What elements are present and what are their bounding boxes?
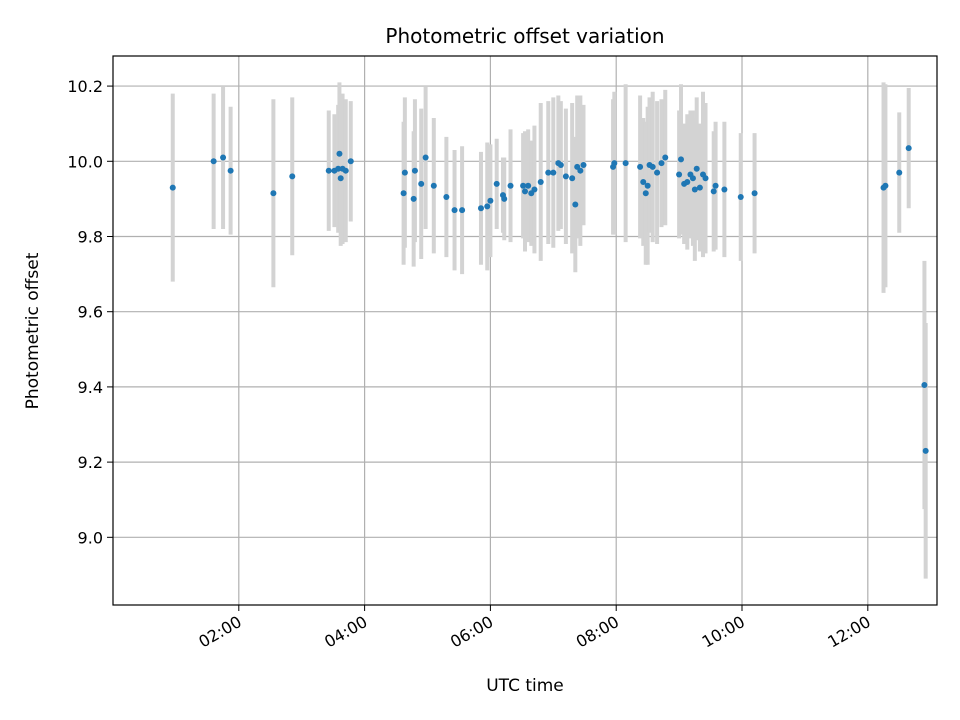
- data-point: [459, 207, 466, 214]
- data-point: [487, 197, 494, 204]
- y-axis-title: Photometric offset: [23, 252, 43, 409]
- data-point: [220, 154, 227, 161]
- y-tick-label: 9.2: [78, 453, 103, 472]
- y-tick-label: 10.2: [67, 77, 103, 96]
- data-point: [737, 194, 744, 201]
- data-point: [545, 169, 552, 176]
- y-tick-label: 9.8: [78, 227, 103, 246]
- data-point: [921, 382, 928, 389]
- data-point: [677, 156, 684, 163]
- y-tick-label: 9.0: [78, 528, 103, 547]
- data-point: [336, 150, 343, 157]
- data-point: [400, 190, 407, 197]
- data-point: [676, 171, 683, 178]
- data-point: [662, 154, 669, 161]
- data-point: [443, 194, 450, 201]
- data-point: [557, 162, 564, 169]
- grid-lines: [113, 56, 937, 605]
- data-point: [520, 182, 527, 189]
- data-point: [689, 175, 696, 182]
- data-point: [611, 160, 618, 167]
- data-point: [484, 203, 491, 210]
- data-point: [702, 175, 709, 182]
- y-axis-ticks: 9.0 9.2 9.4 9.6 9.8 10.0 10.2: [67, 77, 113, 547]
- data-point: [580, 162, 587, 169]
- data-point: [696, 184, 703, 191]
- data-point: [922, 447, 929, 454]
- data-point: [550, 169, 557, 176]
- data-point: [640, 178, 647, 185]
- data-point: [227, 167, 234, 174]
- plot-frame: [112, 55, 938, 606]
- data-point: [422, 154, 429, 161]
- data-point: [721, 186, 728, 193]
- data-point: [642, 190, 649, 197]
- data-point: [210, 158, 217, 165]
- data-point: [569, 175, 576, 182]
- data-point: [522, 188, 528, 195]
- data-point: [882, 182, 889, 189]
- data-point: [493, 180, 500, 187]
- data-point: [477, 205, 484, 212]
- y-tick-label: 9.4: [78, 378, 103, 397]
- data-point: [537, 178, 544, 185]
- data-point: [751, 190, 758, 197]
- data-point: [905, 145, 912, 152]
- data-point: [896, 169, 903, 176]
- data-point: [430, 182, 437, 189]
- data-point: [693, 165, 700, 172]
- data-point: [710, 188, 717, 195]
- data-point: [347, 158, 354, 165]
- x-axis-title: UTC time: [486, 676, 564, 696]
- data-point: [337, 175, 344, 182]
- data-point: [562, 173, 569, 180]
- data-points: [169, 145, 929, 454]
- y-tick-label: 10.0: [67, 152, 103, 171]
- data-point: [325, 167, 332, 174]
- data-point: [649, 163, 656, 170]
- data-point: [411, 167, 418, 174]
- chart-title: Photometric offset variation: [385, 24, 664, 48]
- data-point: [501, 195, 508, 202]
- data-point: [644, 182, 651, 189]
- data-point: [531, 186, 538, 193]
- data-point: [525, 182, 532, 189]
- data-point: [410, 195, 417, 202]
- data-point: [335, 165, 342, 172]
- data-point: [691, 186, 698, 193]
- data-point: [289, 173, 296, 180]
- data-point: [658, 160, 665, 167]
- data-point: [169, 184, 176, 191]
- data-point: [684, 178, 691, 185]
- y-tick-label: 9.6: [78, 303, 103, 322]
- data-point: [654, 169, 661, 176]
- data-point: [507, 182, 514, 189]
- data-point: [622, 160, 629, 167]
- data-point: [401, 169, 408, 176]
- data-point: [451, 207, 458, 214]
- data-point: [418, 180, 425, 187]
- data-point: [577, 167, 584, 174]
- data-point: [712, 182, 719, 189]
- data-point: [572, 201, 579, 208]
- data-point: [342, 167, 349, 174]
- data-point: [637, 163, 644, 170]
- data-point: [270, 190, 277, 197]
